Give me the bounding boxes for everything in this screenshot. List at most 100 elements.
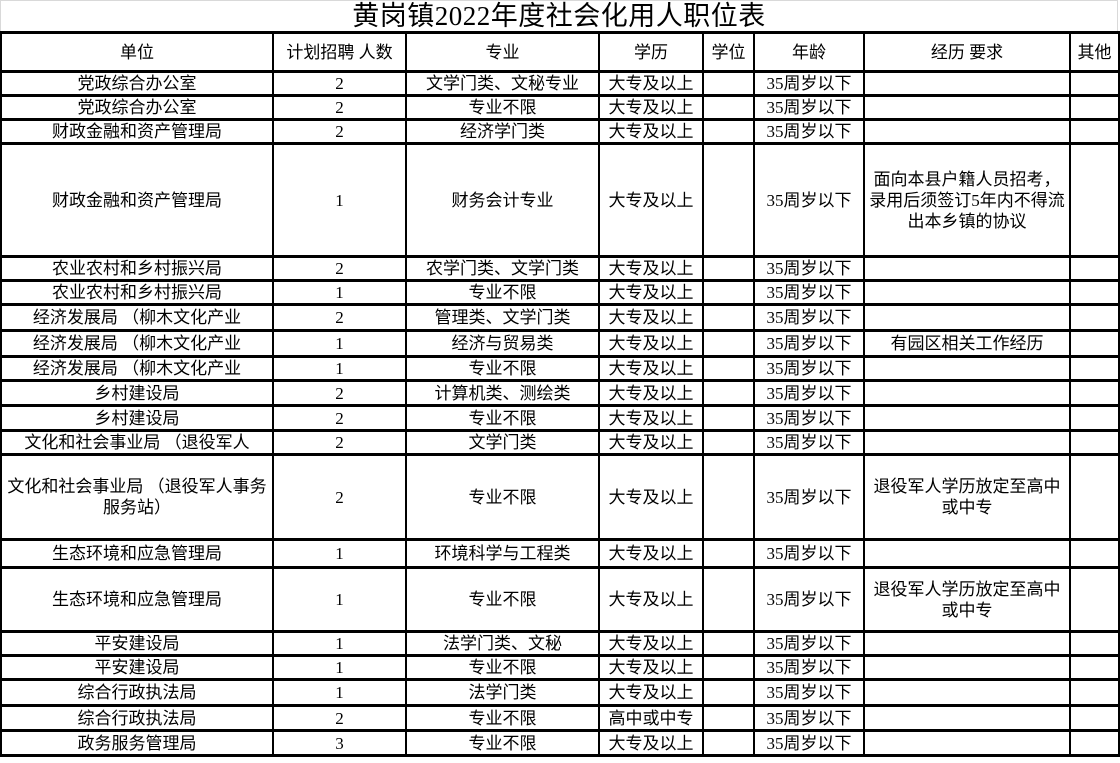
cell-unit: 综合行政执法局 — [0, 678, 274, 707]
cell-major: 专业不限 — [405, 729, 600, 757]
cell-degree — [702, 355, 755, 382]
cell-education: 大专及以上 — [598, 404, 704, 432]
cell-count: 1 — [272, 355, 407, 382]
cell-other — [1069, 654, 1120, 681]
cell-education: 大专及以上 — [598, 70, 704, 97]
table-row: 平安建设局 1 专业不限 大专及以上 35周岁以下 — [0, 654, 1120, 681]
cell-unit: 生态环境和应急管理局 — [0, 566, 274, 633]
table-row: 农业农村和乡村振兴局 1 专业不限 大专及以上 35周岁以下 — [0, 279, 1120, 306]
cell-education: 大专及以上 — [598, 329, 704, 358]
cell-experience — [863, 94, 1071, 121]
cell-degree — [702, 404, 755, 432]
cell-age: 35周岁以下 — [753, 255, 865, 282]
cell-other — [1069, 142, 1120, 258]
table-row: 经济发展局 （柳木文化产业 1 专业不限 大专及以上 35周岁以下 — [0, 355, 1120, 382]
cell-age: 35周岁以下 — [753, 429, 865, 456]
column-header-major: 专业 — [405, 31, 600, 73]
cell-count: 2 — [272, 429, 407, 456]
cell-experience — [863, 303, 1071, 332]
cell-other — [1069, 303, 1120, 332]
cell-degree — [702, 279, 755, 306]
cell-other — [1069, 678, 1120, 707]
cell-other — [1069, 379, 1120, 407]
cell-count: 2 — [272, 704, 407, 732]
page-title: 黄岗镇2022年度社会化用人职位表 — [0, 0, 1118, 31]
cell-other — [1069, 118, 1120, 145]
table-row: 综合行政执法局 1 法学门类 大专及以上 35周岁以下 — [0, 678, 1120, 707]
cell-experience: 退役军人学历放定至高中或中专 — [863, 453, 1071, 541]
cell-other — [1069, 329, 1120, 358]
cell-count: 2 — [272, 453, 407, 541]
cell-education: 大专及以上 — [598, 678, 704, 707]
cell-age: 35周岁以下 — [753, 94, 865, 121]
cell-experience — [863, 630, 1071, 657]
cell-unit: 综合行政执法局 — [0, 704, 274, 732]
cell-experience — [863, 70, 1071, 97]
cell-unit: 平安建设局 — [0, 630, 274, 657]
cell-count: 1 — [272, 538, 407, 569]
column-header-age: 年龄 — [753, 31, 865, 73]
cell-education: 大专及以上 — [598, 94, 704, 121]
cell-count: 1 — [272, 279, 407, 306]
cell-major: 法学门类、文秘 — [405, 630, 600, 657]
cell-count: 2 — [272, 379, 407, 407]
cell-degree — [702, 729, 755, 757]
cell-age: 35周岁以下 — [753, 453, 865, 541]
cell-count: 1 — [272, 678, 407, 707]
table-row: 经济发展局 （柳木文化产业 2 管理类、文学门类 大专及以上 35周岁以下 — [0, 303, 1120, 332]
cell-major: 专业不限 — [405, 279, 600, 306]
cell-count: 1 — [272, 630, 407, 657]
cell-education: 大专及以上 — [598, 379, 704, 407]
cell-unit: 政务服务管理局 — [0, 729, 274, 757]
cell-unit: 文化和社会事业局 （退役军人事务服务站） — [0, 453, 274, 541]
cell-age: 35周岁以下 — [753, 566, 865, 633]
cell-major: 管理类、文学门类 — [405, 303, 600, 332]
table-row: 平安建设局 1 法学门类、文秘 大专及以上 35周岁以下 — [0, 630, 1120, 657]
cell-age: 35周岁以下 — [753, 704, 865, 732]
column-header-count: 计划招聘 人数 — [272, 31, 407, 73]
cell-age: 35周岁以下 — [753, 355, 865, 382]
table-row: 财政金融和资产管理局 2 经济学门类 大专及以上 35周岁以下 — [0, 118, 1120, 145]
cell-degree — [702, 538, 755, 569]
cell-education: 大专及以上 — [598, 654, 704, 681]
cell-unit: 党政综合办公室 — [0, 70, 274, 97]
table-row: 党政综合办公室 2 专业不限 大专及以上 35周岁以下 — [0, 94, 1120, 121]
cell-other — [1069, 566, 1120, 633]
cell-unit: 乡村建设局 — [0, 404, 274, 432]
cell-degree — [702, 704, 755, 732]
cell-education: 大专及以上 — [598, 118, 704, 145]
cell-other — [1069, 255, 1120, 282]
cell-experience — [863, 118, 1071, 145]
cell-other — [1069, 704, 1120, 732]
cell-education: 大专及以上 — [598, 453, 704, 541]
cell-education: 大专及以上 — [598, 355, 704, 382]
cell-education: 大专及以上 — [598, 303, 704, 332]
cell-degree — [702, 303, 755, 332]
cell-education: 高中或中专 — [598, 704, 704, 732]
cell-major: 专业不限 — [405, 355, 600, 382]
cell-education: 大专及以上 — [598, 729, 704, 757]
cell-education: 大专及以上 — [598, 255, 704, 282]
table-row: 乡村建设局 2 专业不限 大专及以上 35周岁以下 — [0, 404, 1120, 432]
cell-age: 35周岁以下 — [753, 729, 865, 757]
cell-experience — [863, 538, 1071, 569]
cell-unit: 财政金融和资产管理局 — [0, 142, 274, 258]
cell-experience — [863, 404, 1071, 432]
cell-experience — [863, 279, 1071, 306]
cell-count: 2 — [272, 255, 407, 282]
table-row: 文化和社会事业局 （退役军人事务服务站） 2 专业不限 大专及以上 35周岁以下 退役军人… — [0, 453, 1120, 541]
cell-degree — [702, 429, 755, 456]
cell-experience — [863, 355, 1071, 382]
table-row: 党政综合办公室 2 文学门类、文秘专业 大专及以上 35周岁以下 — [0, 70, 1120, 97]
table-row: 经济发展局 （柳木文化产业 1 经济与贸易类 大专及以上 35周岁以下 有园区相关工作经历 — [0, 329, 1120, 358]
table-row: 乡村建设局 2 计算机类、测绘类 大专及以上 35周岁以下 — [0, 379, 1120, 407]
column-header-experience: 经历 要求 — [863, 31, 1071, 73]
cell-unit: 经济发展局 （柳木文化产业 — [0, 303, 274, 332]
cell-experience — [863, 729, 1071, 757]
cell-degree — [702, 678, 755, 707]
cell-education: 大专及以上 — [598, 279, 704, 306]
cell-degree — [702, 94, 755, 121]
cell-age: 35周岁以下 — [753, 329, 865, 358]
cell-major: 文学门类 — [405, 429, 600, 456]
